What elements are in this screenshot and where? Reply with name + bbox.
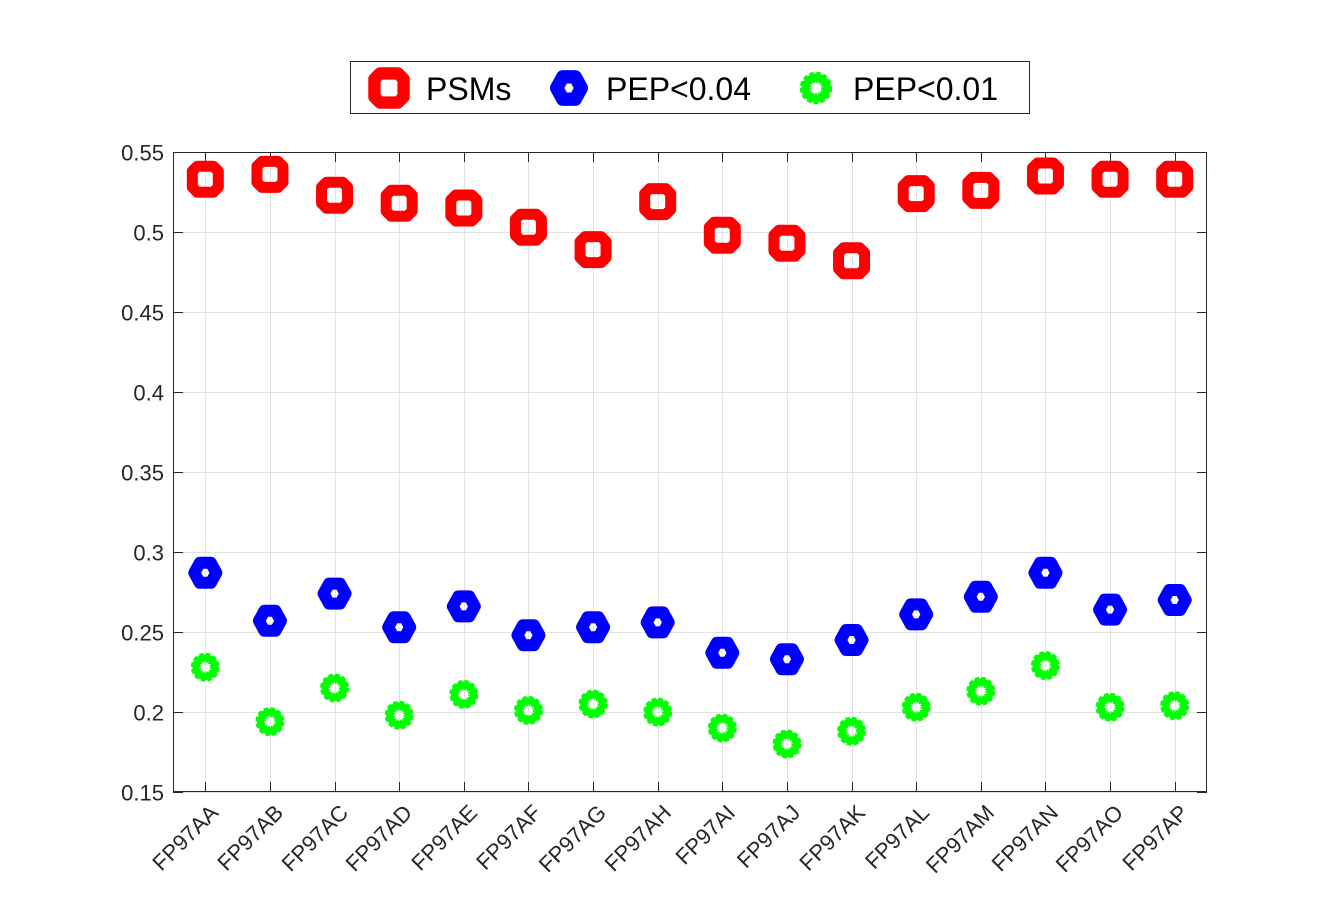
marker-pep-0-04-fp97an: [1028, 556, 1063, 589]
y-tick-label: 0.25: [121, 621, 164, 646]
marker-psms-fp97am: [962, 171, 1000, 209]
data-markers: [186, 155, 1194, 759]
marker-psms-fp97af: [509, 208, 547, 246]
marker-psms-fp97ag: [574, 231, 612, 269]
marker-psms-fp97ac: [316, 176, 354, 214]
y-tick-label: 0.35: [121, 461, 164, 486]
marker-pep-0-04-fp97ai: [705, 636, 740, 669]
marker-psms-fp97al: [897, 175, 935, 213]
marker-pep-0-04-fp97ao: [1093, 593, 1128, 626]
marker-psms-fp97ab: [251, 155, 289, 193]
grid-lines: [173, 152, 1207, 793]
marker-pep-0-01-fp97al-core: [903, 694, 930, 721]
legend-label-psms: PSMs: [426, 71, 511, 107]
marker-pep-0-01-fp97ah-core: [644, 699, 671, 725]
marker-pep-0-04-fp97ab: [252, 604, 287, 637]
legend-marker-pep-0-04: [549, 70, 589, 106]
marker-pep-0-01-fp97ap-core: [1161, 692, 1188, 719]
marker-pep-0-01-fp97ad-core: [386, 702, 413, 729]
marker-pep-0-01-fp97ai-core: [709, 715, 736, 741]
marker-pep-0-04-fp97ap: [1157, 584, 1192, 616]
y-tick-label: 0.4: [133, 381, 164, 406]
marker-psms-fp97aj: [768, 224, 806, 262]
marker-pep-0-01-fp97aj-core: [773, 731, 800, 757]
marker-pep-0-01-fp97aa-core: [192, 654, 219, 681]
marker-psms-fp97ad: [380, 184, 418, 222]
marker-pep-0-04-fp97ah: [640, 606, 675, 639]
marker-pep-0-01-fp97ac-core: [321, 675, 348, 701]
marker-psms-fp97ak: [833, 242, 871, 280]
y-tick-label: 0.2: [133, 701, 164, 726]
y-tick-label: 0.3: [133, 541, 164, 566]
marker-pep-0-04-fp97ac: [317, 577, 352, 610]
legend-label-pep-0-01: PEP<0.01: [853, 71, 998, 107]
marker-psms-fp97aa: [186, 160, 224, 198]
marker-pep-0-04-fp97ae: [446, 590, 481, 623]
marker-pep-0-01-fp97an-core: [1032, 652, 1059, 679]
marker-psms-fp97ap: [1156, 160, 1194, 198]
y-axis: 0.15 0.2 0.25 0.3 0.35 0.4 0.45 0.5 0.55: [121, 141, 1207, 806]
marker-pep-0-01-fp97ao-core: [1097, 694, 1124, 721]
marker-psms-fp97ah: [639, 183, 677, 221]
marker-psms-fp97ae: [445, 189, 483, 227]
marker-pep-0-04-fp97ak: [834, 624, 869, 656]
marker-psms-fp97an: [1026, 157, 1064, 195]
y-tick-label: 0.55: [121, 141, 164, 166]
y-tick-label: 0.15: [121, 781, 164, 806]
marker-pep-0-01-fp97ae-core: [450, 681, 477, 708]
legend-marker-pep-0-01-core: [801, 73, 831, 103]
marker-pep-0-04-fp97ad: [382, 611, 417, 644]
legend: PSMs PEP<0.04 PEP<0.01: [350, 61, 1030, 114]
marker-pep-0-04-fp97am: [963, 580, 998, 613]
y-tick-label: 0.45: [121, 301, 164, 326]
marker-pep-0-01-fp97ak-core: [838, 718, 865, 745]
marker-psms-fp97ai: [703, 216, 741, 254]
marker-pep-0-04-fp97al: [899, 598, 934, 631]
marker-pep-0-01-fp97ag-core: [580, 691, 607, 717]
marker-pep-0-04-fp97aj: [769, 643, 804, 676]
marker-pep-0-01-fp97ab-core: [256, 708, 283, 735]
legend-marker-psms: [368, 67, 410, 109]
marker-pep-0-04-fp97af: [511, 619, 546, 652]
marker-pep-0-04-fp97aa: [188, 556, 223, 589]
marker-pep-0-01-fp97am-core: [967, 678, 994, 705]
y-tick-label: 0.5: [133, 221, 164, 246]
marker-psms-fp97ao: [1091, 160, 1129, 198]
marker-pep-0-01-fp97af-core: [515, 697, 542, 724]
legend-label-pep-0-04: PEP<0.04: [606, 71, 751, 107]
legend-box: [350, 61, 1030, 114]
marker-pep-0-04-fp97ag: [576, 611, 611, 644]
